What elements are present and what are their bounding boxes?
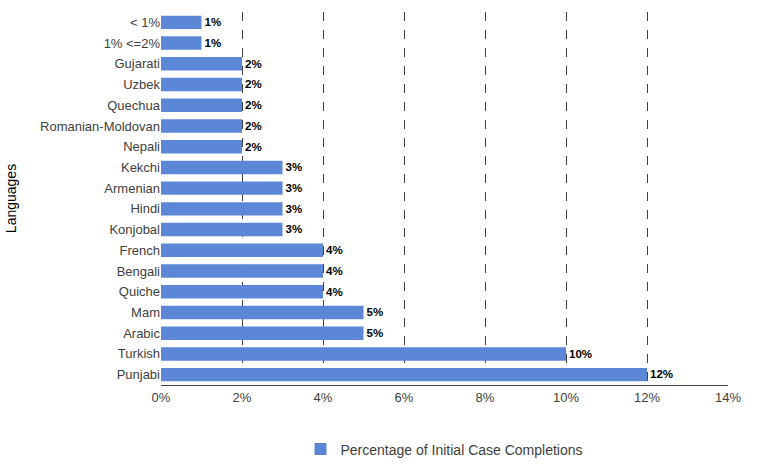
svg-text:Armenian: Armenian bbox=[104, 181, 160, 196]
svg-text:Kekchi: Kekchi bbox=[121, 160, 160, 175]
svg-text:5%: 5% bbox=[367, 327, 384, 339]
svg-text:2%: 2% bbox=[233, 390, 252, 405]
svg-text:1%: 1% bbox=[205, 16, 222, 28]
svg-text:Bengali: Bengali bbox=[117, 264, 160, 279]
svg-text:Nepali: Nepali bbox=[123, 139, 160, 154]
svg-text:Gujarati: Gujarati bbox=[114, 56, 160, 71]
svg-text:8%: 8% bbox=[476, 390, 495, 405]
svg-text:Mam: Mam bbox=[131, 305, 160, 320]
svg-text:Romanian-Moldovan: Romanian-Moldovan bbox=[40, 119, 160, 134]
svg-text:< 1%: < 1% bbox=[130, 15, 160, 30]
svg-text:14%: 14% bbox=[715, 390, 741, 405]
svg-text:10%: 10% bbox=[569, 348, 592, 360]
svg-text:4%: 4% bbox=[326, 244, 343, 256]
svg-text:12%: 12% bbox=[650, 368, 673, 380]
svg-text:3%: 3% bbox=[286, 223, 303, 235]
svg-text:10%: 10% bbox=[553, 390, 579, 405]
svg-text:0%: 0% bbox=[152, 390, 171, 405]
svg-text:French: French bbox=[120, 243, 160, 258]
svg-text:2%: 2% bbox=[245, 78, 262, 90]
svg-text:Languages: Languages bbox=[3, 164, 19, 233]
svg-text:3%: 3% bbox=[286, 182, 303, 194]
svg-text:1%: 1% bbox=[205, 37, 222, 49]
svg-text:Quechua: Quechua bbox=[107, 98, 161, 113]
svg-text:3%: 3% bbox=[286, 203, 303, 215]
svg-text:3%: 3% bbox=[286, 161, 303, 173]
svg-text:Quiche: Quiche bbox=[119, 284, 160, 299]
svg-text:Uzbek: Uzbek bbox=[123, 77, 160, 92]
svg-text:Hindi: Hindi bbox=[130, 201, 160, 216]
svg-text:4%: 4% bbox=[326, 265, 343, 277]
svg-text:Arabic: Arabic bbox=[123, 326, 160, 341]
svg-text:2%: 2% bbox=[245, 58, 262, 70]
svg-text:Percentage of Initial Case Com: Percentage of Initial Case Completions bbox=[341, 442, 583, 458]
svg-text:6%: 6% bbox=[395, 390, 414, 405]
svg-text:12%: 12% bbox=[634, 390, 660, 405]
svg-text:Turkish: Turkish bbox=[118, 346, 160, 361]
svg-text:2%: 2% bbox=[245, 99, 262, 111]
svg-text:2%: 2% bbox=[245, 120, 262, 132]
svg-text:Konjobal: Konjobal bbox=[109, 222, 160, 237]
svg-text:2%: 2% bbox=[245, 141, 262, 153]
svg-text:1% <=2%: 1% <=2% bbox=[104, 36, 161, 51]
svg-text:4%: 4% bbox=[326, 286, 343, 298]
svg-text:5%: 5% bbox=[367, 306, 384, 318]
svg-text:Punjabi: Punjabi bbox=[117, 367, 160, 382]
svg-text:4%: 4% bbox=[314, 390, 333, 405]
